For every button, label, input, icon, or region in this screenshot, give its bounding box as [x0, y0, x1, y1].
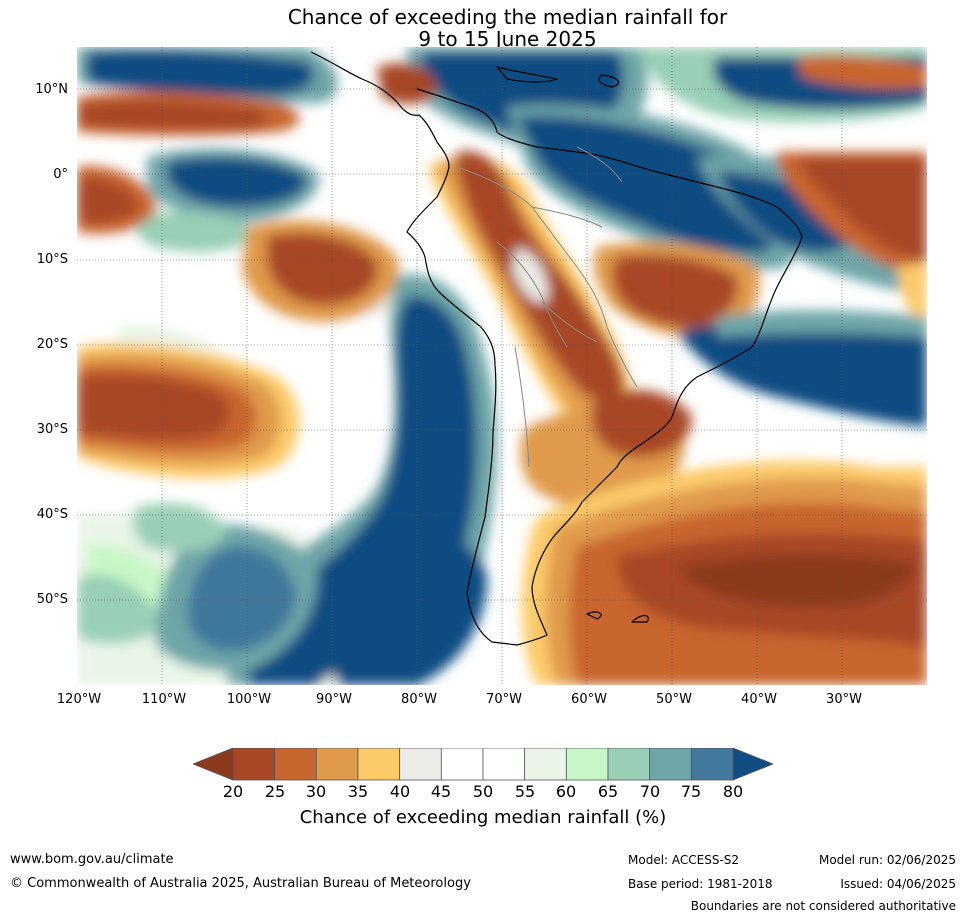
colorbar-tick-75: 75 — [680, 782, 702, 801]
colorbar-cell — [274, 748, 317, 781]
lat-label-50s: 50°S — [36, 592, 68, 607]
colorbar-cell — [399, 748, 442, 781]
lon-label-90w: 90°W — [316, 692, 352, 707]
map-canvas — [77, 47, 927, 685]
colorbar-above-arrow — [732, 748, 773, 781]
copyright-text: © Commonwealth of Australia 2025, Austra… — [10, 876, 471, 891]
colorbar-cell — [607, 748, 651, 781]
lon-label-100w: 100°W — [226, 692, 272, 707]
colorbar-cell — [524, 748, 567, 781]
colorbar-cell — [357, 748, 401, 781]
lat-label-0: 0° — [53, 167, 68, 182]
lat-label-40s: 40°S — [36, 507, 68, 522]
model-run-text: Model run: 02/06/2025 — [818, 853, 956, 867]
colorbar-cell — [649, 748, 692, 781]
country-borders — [456, 146, 638, 468]
lon-label-120w: 120°W — [56, 692, 102, 707]
colorbar-cell — [690, 748, 734, 781]
base-period-text: Base period: 1981-2018 — [628, 877, 773, 891]
probability-shading — [77, 47, 927, 685]
colorbar-tick-55: 55 — [514, 782, 536, 801]
colorbar — [193, 748, 773, 781]
colorbar-tick-80: 80 — [722, 782, 744, 801]
lon-label-60w: 60°W — [571, 692, 607, 707]
colorbar-cells — [232, 748, 734, 781]
colorbar-tick-25: 25 — [264, 782, 286, 801]
colorbar-cell — [565, 748, 609, 781]
lon-label-40w: 40°W — [741, 692, 777, 707]
map-gridlines — [77, 47, 927, 685]
rainfall-probability-map — [77, 47, 927, 685]
colorbar-cell — [232, 748, 276, 781]
model-text: Model: ACCESS-S2 — [628, 853, 740, 867]
colorbar-tick-30: 30 — [305, 782, 327, 801]
colorbar-tick-40: 40 — [389, 782, 411, 801]
colorbar-tick-70: 70 — [639, 782, 661, 801]
lat-label-20s: 20°S — [36, 337, 68, 352]
lat-label-30s: 30°S — [36, 422, 68, 437]
colorbar-tick-20: 20 — [222, 782, 244, 801]
lat-label-10s: 10°S — [36, 252, 68, 267]
colorbar-label: Chance of exceeding median rainfall (%) — [299, 807, 667, 828]
issued-text: Issued: 04/06/2025 — [840, 877, 956, 891]
disclaimer-text: Boundaries are not considered authoritat… — [690, 899, 956, 913]
colorbar-cell — [482, 748, 526, 781]
lon-label-50w: 50°W — [656, 692, 692, 707]
colorbar-cell — [440, 748, 484, 781]
coastline-outlines — [310, 51, 803, 646]
lon-label-70w: 70°W — [486, 692, 522, 707]
colorbar-cell — [315, 748, 359, 781]
colorbar-tick-60: 60 — [555, 782, 577, 801]
colorbar-below-arrow — [193, 748, 234, 781]
lon-label-80w: 80°W — [401, 692, 437, 707]
colorbar-tick-45: 45 — [430, 782, 452, 801]
colorbar-tick-65: 65 — [597, 782, 619, 801]
website-text: www.bom.gov.au/climate — [10, 852, 174, 867]
colorbar-tick-35: 35 — [347, 782, 369, 801]
lon-label-110w: 110°W — [141, 692, 187, 707]
lat-label-10n: 10°N — [35, 82, 68, 97]
lon-label-30w: 30°W — [826, 692, 862, 707]
colorbar-tick-50: 50 — [472, 782, 494, 801]
chart-title-line-1: Chance of exceeding the median rainfall … — [287, 5, 728, 29]
